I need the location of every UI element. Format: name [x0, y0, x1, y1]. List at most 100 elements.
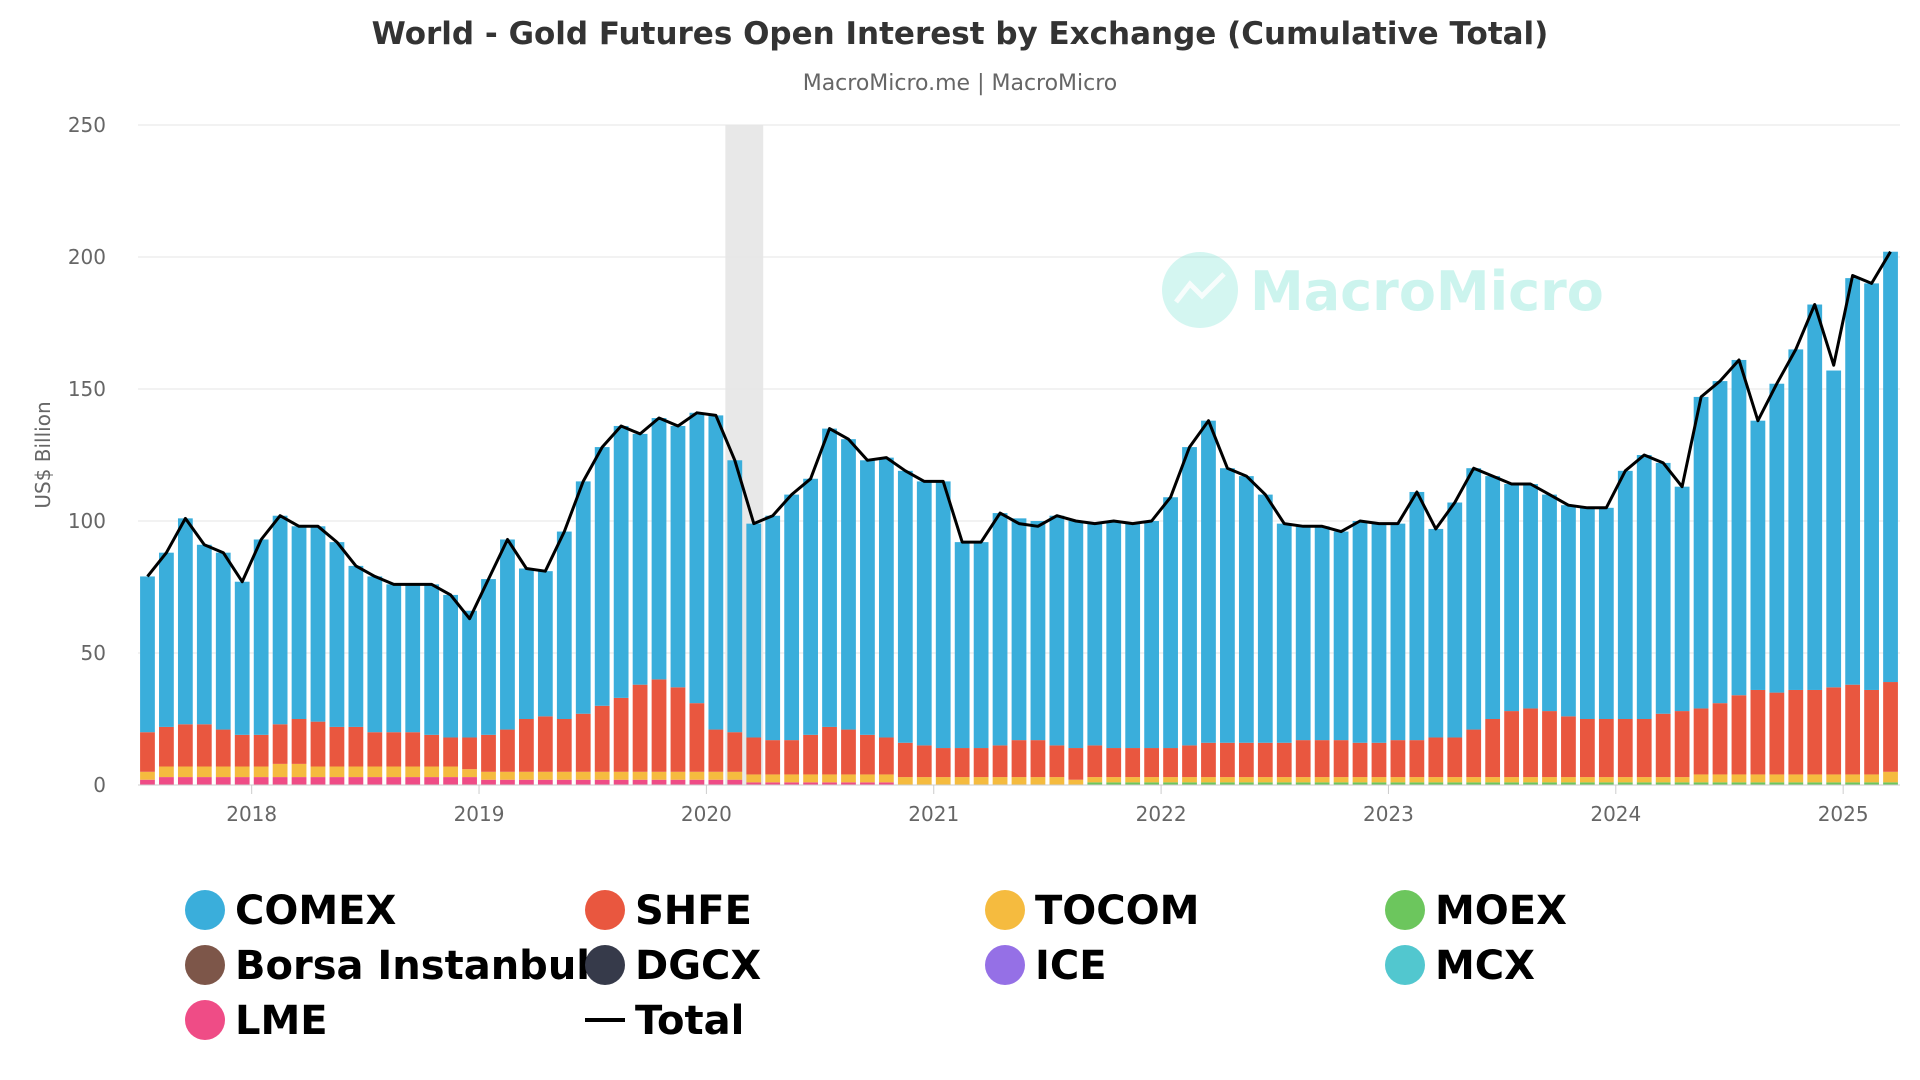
bar-shfe [1257, 742, 1273, 778]
bar-tocom [1883, 771, 1898, 783]
bar-shfe [613, 697, 629, 772]
bar-tocom [1864, 774, 1879, 783]
legend-item-dgcx[interactable]: DGCX [585, 943, 761, 989]
bar-comex [992, 513, 1008, 746]
bar-shfe [1485, 719, 1501, 778]
bar-shfe [405, 732, 421, 767]
bar-moex [1125, 782, 1141, 785]
legend-item-ice[interactable]: ICE [985, 943, 1107, 989]
bar-comex [708, 415, 724, 730]
bar-lme [159, 777, 174, 785]
bar-tocom [1807, 774, 1823, 783]
bar-shfe [1030, 740, 1046, 778]
bar-moex [1352, 782, 1368, 785]
bar-moex [1295, 782, 1311, 785]
bar-comex [443, 594, 459, 738]
legend-item-tocom[interactable]: TOCOM [985, 888, 1199, 934]
bar-shfe [1561, 716, 1576, 778]
bar-moex [1238, 782, 1254, 785]
bar-comex [1257, 494, 1273, 743]
bar-shfe [1712, 703, 1728, 775]
bar-comex [1276, 523, 1292, 743]
bar-comex [1655, 462, 1671, 714]
bar-comex [860, 460, 875, 735]
bar-shfe [140, 732, 155, 772]
bar-shfe [159, 726, 174, 767]
total-series [146, 250, 1892, 621]
bar-shfe [784, 740, 800, 775]
bar-moex [1674, 782, 1690, 785]
legend-item-total[interactable]: Total [585, 998, 744, 1044]
legend-item-shfe[interactable]: SHFE [585, 888, 752, 934]
legend-item-borsa-instanbul[interactable]: Borsa Instanbul [185, 943, 590, 989]
bar-tocom [1523, 777, 1538, 783]
bar-shfe [1371, 742, 1387, 778]
bar-comex [177, 518, 193, 725]
bar-shfe [1750, 689, 1766, 775]
bar-shfe [1144, 748, 1160, 778]
bar-lme [140, 779, 155, 785]
bar-lme [177, 777, 193, 785]
bar-lme [329, 777, 345, 785]
bar-tocom [272, 763, 288, 778]
bar-shfe [500, 729, 515, 772]
bar-comex [1390, 523, 1406, 741]
bar-tocom [1504, 777, 1519, 783]
bar-comex [594, 447, 610, 706]
bar-lme [424, 777, 440, 785]
bar-tocom [1163, 777, 1178, 783]
bar-shfe [1769, 692, 1785, 775]
bar-comex [462, 610, 477, 738]
legend-item-mcx[interactable]: MCX [1385, 943, 1535, 989]
bar-shfe [651, 679, 667, 772]
x-tick-label: 2023 [1363, 802, 1414, 826]
bar-shfe [632, 684, 648, 772]
bar-shfe [1655, 713, 1671, 778]
bar-moex [1201, 782, 1216, 785]
bar-tocom [803, 774, 818, 783]
bar-comex [689, 412, 705, 704]
legend-item-comex[interactable]: COMEX [185, 888, 396, 934]
bar-comex [519, 568, 534, 719]
bar-lme [727, 779, 743, 785]
x-tick-label: 2021 [908, 802, 959, 826]
legend-dot-icon [185, 890, 225, 930]
bar-comex [1693, 396, 1709, 709]
legend-label: Borsa Instanbul [235, 943, 590, 989]
bar-shfe [556, 719, 572, 772]
bar-tocom [1674, 777, 1690, 783]
bar-shfe [310, 721, 326, 767]
y-tick-label: 150 [68, 377, 106, 401]
bar-tocom [1220, 777, 1235, 783]
bar-comex [954, 542, 970, 749]
bar-shfe [1390, 740, 1406, 778]
bar-lme [594, 779, 610, 785]
bar-lme [519, 779, 534, 785]
bar-tocom [215, 766, 231, 778]
bar-comex [670, 425, 686, 688]
y-tick-label: 0 [93, 773, 106, 797]
bar-shfe [177, 724, 193, 767]
bar-shfe [443, 737, 459, 767]
legend-item-lme[interactable]: LME [185, 998, 328, 1044]
bar-shfe [1333, 740, 1349, 778]
bar-tocom [253, 766, 269, 778]
bar-comex [651, 418, 667, 680]
bar-tocom [1617, 777, 1633, 783]
bar-shfe [1731, 695, 1747, 775]
bar-lme [348, 777, 364, 785]
bar-tocom [1769, 774, 1785, 783]
x-axis: 2018 2019 2020 2021 2022 2023 2024 2025 [138, 784, 1900, 826]
bar-comex [1466, 468, 1482, 730]
bar-lme [670, 779, 686, 785]
legend-item-moex[interactable]: MOEX [1385, 888, 1567, 934]
bar-tocom [1712, 774, 1728, 783]
legend-dot-icon [185, 945, 225, 985]
chart-title: World - Gold Futures Open Interest by Ex… [372, 16, 1549, 52]
y-tick-label: 250 [68, 113, 106, 137]
bar-shfe [1523, 708, 1538, 778]
x-tick-label: 2025 [1818, 802, 1869, 826]
y-axis: 0 50 100 150 200 250 [68, 113, 106, 797]
bar-tocom [1693, 774, 1709, 783]
bar-moex [1466, 782, 1482, 785]
